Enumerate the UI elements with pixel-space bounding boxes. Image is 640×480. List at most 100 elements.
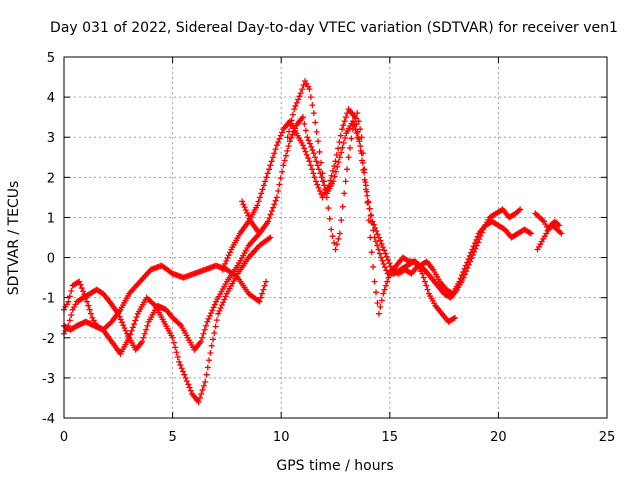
data-point (327, 177, 334, 184)
y-tick-label: 3 (47, 131, 55, 146)
data-point (259, 290, 266, 297)
data-point (267, 211, 274, 218)
data-point (221, 296, 228, 303)
data-point (477, 232, 484, 239)
data-point (461, 271, 468, 278)
data-point (335, 235, 342, 242)
data-point (421, 278, 428, 285)
data-point (339, 126, 346, 133)
data-point (288, 117, 295, 124)
data-point (472, 245, 479, 252)
data-point (305, 155, 312, 162)
data-point (292, 102, 299, 109)
data-point (288, 135, 295, 142)
data-point (463, 268, 470, 275)
data-point (117, 316, 124, 323)
data-point (305, 137, 312, 144)
data-point (316, 187, 323, 194)
data-point (315, 184, 322, 191)
data-point (306, 86, 313, 93)
data-point (310, 170, 317, 177)
data-point (374, 242, 381, 249)
data-point (310, 150, 317, 157)
data-point (381, 286, 388, 293)
data-point (181, 371, 188, 378)
data-point (383, 267, 390, 274)
data-point (339, 203, 346, 210)
data-point (267, 162, 274, 169)
data-point (127, 331, 134, 338)
data-point (209, 336, 216, 343)
data-point (68, 312, 75, 319)
data-point (300, 82, 307, 89)
data-point (275, 139, 282, 146)
data-point (325, 205, 332, 212)
data-point (372, 238, 379, 245)
data-point (314, 162, 321, 169)
data-point (217, 304, 224, 311)
data-point (335, 145, 342, 152)
data-point (302, 148, 309, 155)
data-point (301, 120, 308, 127)
y-tick-label: -3 (42, 372, 55, 387)
data-point (141, 330, 148, 337)
data-point (467, 258, 474, 265)
y-tick-label: 1 (47, 211, 55, 226)
data-point (328, 226, 335, 233)
data-point (313, 158, 320, 165)
data-point (276, 135, 283, 142)
data-point (465, 261, 472, 268)
data-point (336, 230, 343, 237)
data-point (216, 307, 223, 314)
y-tick-label: -1 (42, 292, 55, 307)
data-point (255, 198, 262, 205)
series-group (61, 78, 565, 405)
data-point (296, 93, 303, 100)
data-point (335, 159, 342, 166)
data-point (375, 246, 382, 253)
data-point (213, 317, 220, 324)
data-point (259, 186, 266, 193)
data-point (185, 381, 192, 388)
data-point (478, 229, 485, 236)
data-point (268, 158, 275, 165)
data-point (199, 334, 206, 341)
y-axis-label: SDTVAR / TECUs (6, 181, 22, 296)
data-point (556, 222, 563, 229)
data-point (150, 301, 157, 308)
data-point (379, 244, 386, 251)
data-point (331, 239, 338, 246)
data-point (277, 175, 284, 182)
data-point (80, 288, 87, 295)
data-point (558, 230, 565, 237)
data-point (370, 263, 377, 270)
data-point (318, 174, 325, 181)
data-point (257, 294, 264, 301)
data-point (385, 274, 392, 281)
data-point (256, 194, 263, 201)
data-point (197, 338, 204, 345)
data-point (291, 106, 298, 113)
data-point (211, 329, 218, 336)
data-point (266, 166, 273, 173)
data-point (140, 334, 147, 341)
data-point (220, 299, 227, 306)
data-point (307, 162, 314, 169)
data-point (275, 187, 282, 194)
data-point (218, 302, 225, 309)
data-point (384, 278, 391, 285)
data-point (86, 306, 93, 313)
data-point (366, 205, 373, 212)
data-point (277, 132, 284, 139)
data-point (299, 86, 306, 93)
data-point (202, 378, 209, 385)
data-point (319, 178, 326, 185)
data-point (302, 127, 309, 134)
data-point (310, 110, 317, 117)
data-point (132, 317, 139, 324)
data-point (340, 139, 347, 146)
data-point (209, 307, 216, 314)
data-point (120, 322, 127, 329)
data-point (364, 192, 371, 199)
